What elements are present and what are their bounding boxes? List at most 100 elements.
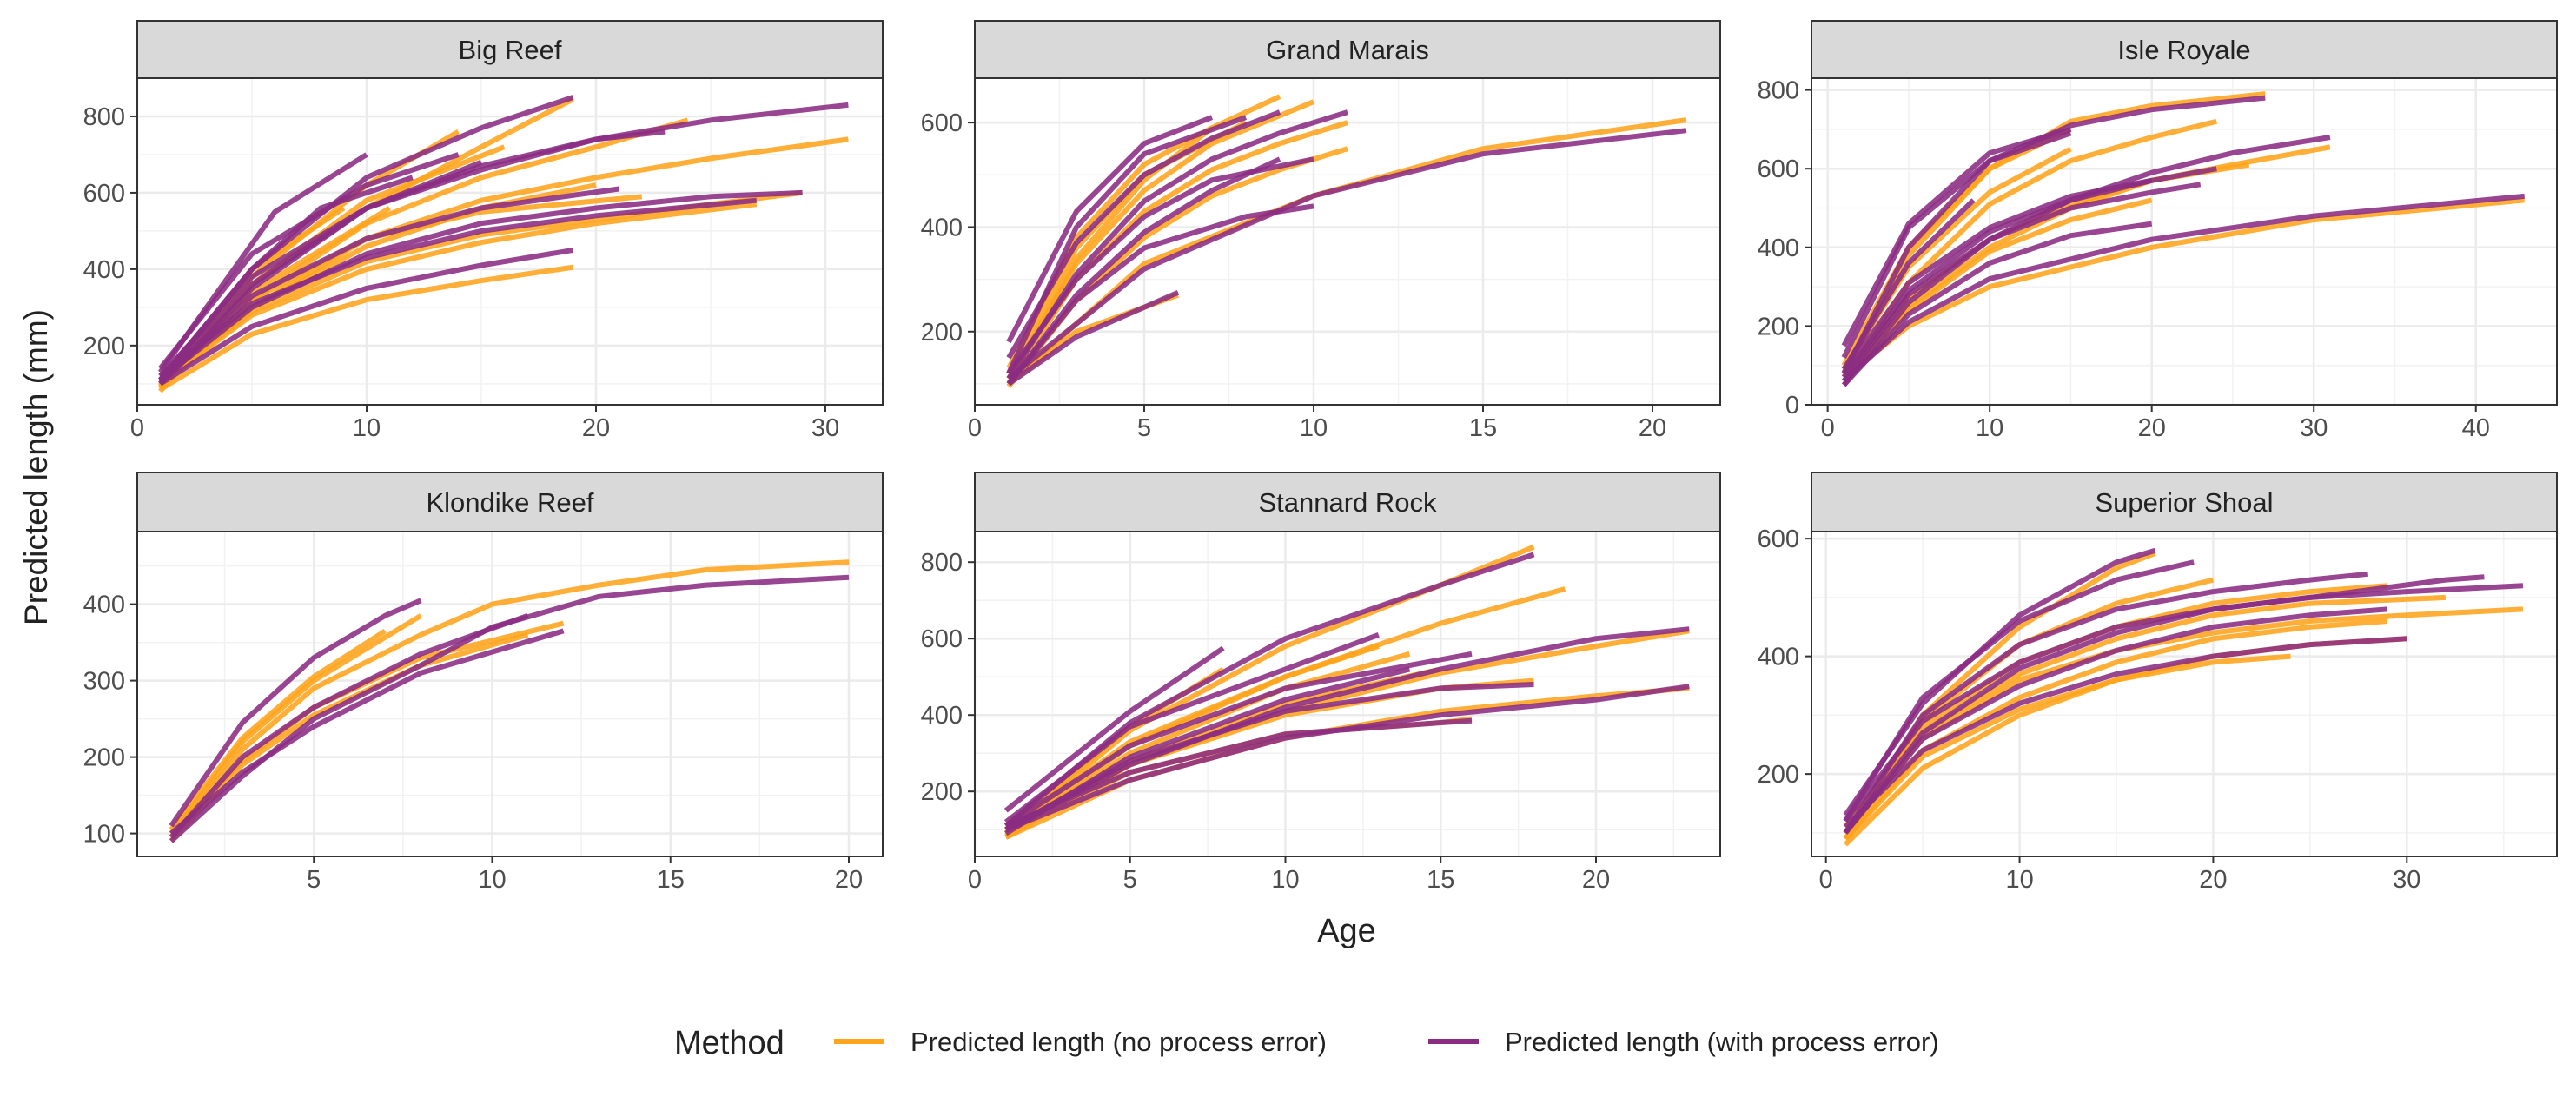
panel-grand-marais-y-tick-label: 400 [921, 214, 963, 241]
panel-superior-shoal-x-tick-label: 20 [2199, 866, 2227, 894]
panel-grand-marais-title: Grand Marais [1266, 35, 1429, 65]
panel-klondike-reef-y-tick-label: 200 [83, 744, 125, 772]
panel-klondike-reef-series-line-with-error [169, 628, 565, 836]
panel-grand-marais-series-line-with-error [1007, 289, 1180, 387]
panel-isle-royale-border [1811, 77, 2558, 406]
panel-grand-marais-series-line-no-error [1006, 99, 1315, 380]
panel-superior-shoal-x-tick-label: 30 [2393, 866, 2420, 894]
panel-isle-royale-x-tick-label: 40 [2462, 414, 2490, 442]
panel-big-reef-series-line-with-error [158, 247, 574, 387]
panel-big-reef-y-tick-label: 200 [83, 333, 125, 360]
panel-isle-royale-y-tick-label: 600 [1758, 155, 1799, 183]
panel-isle-royale-y-tick-label: 400 [1758, 235, 1799, 262]
panel-stannard-rock-x-tick-label: 15 [1427, 866, 1454, 894]
panel-big-reef-series-line-with-error [158, 189, 803, 382]
panel-grand-marais-x-tick-label: 5 [1137, 414, 1151, 442]
panel-isle-royale-y-tick-label: 0 [1785, 392, 1799, 420]
panel-klondike-reef-x-tick-label: 20 [835, 866, 863, 894]
panel-big-reef-series-line-with-error [158, 159, 483, 384]
panel-klondike-reef-border [136, 531, 884, 857]
panel-big-reef-x-tick-label: 20 [582, 414, 610, 442]
panel-big-reef-x-tick-label: 10 [353, 414, 381, 442]
panel-stannard-rock-y-tick-label: 600 [921, 625, 963, 653]
panel-klondike-reef-x-tick-label: 15 [657, 866, 685, 894]
panel-isle-royale-y-tick-label: 800 [1758, 77, 1799, 105]
panel-superior-shoal-series-line-with-error [1843, 606, 2388, 835]
panel-klondike-reef-title: Klondike Reef [426, 487, 593, 518]
panel-stannard-rock-x-tick-label: 10 [1271, 866, 1299, 894]
panel-big-reef-x-tick-label: 30 [811, 414, 839, 442]
panel-klondike-reef-series-line-no-error [169, 628, 387, 832]
panel-isle-royale-title: Isle Royale [2117, 35, 2250, 65]
panel-klondike-reef-background [137, 532, 883, 856]
panel-stannard-rock-strip [974, 472, 1721, 532]
panel-superior-shoal-y-tick-label: 200 [1758, 761, 1799, 789]
panel-big-reef-series-line-with-error [158, 129, 666, 379]
panel-stannard-rock-series-line-with-error [1004, 717, 1473, 829]
panel-isle-royale-x-tick-label: 30 [2300, 414, 2328, 442]
panel-big-reef-border [136, 77, 884, 406]
panel-isle-royale-x-tick-label: 20 [2138, 414, 2166, 442]
panel-big-reef-background [137, 78, 883, 405]
panel-stannard-rock-border [974, 531, 1721, 857]
panel-grand-marais-series-line-with-error [1006, 115, 1214, 344]
panel-superior-shoal-series-line-with-error [1843, 574, 2485, 835]
panel-big-reef-y-tick-label: 600 [83, 180, 125, 208]
panel-stannard-rock-y-tick-label: 800 [921, 549, 963, 577]
panel-superior-shoal-series-line-with-error [1843, 559, 2195, 823]
panel-stannard-rock-series-line-with-error [1004, 651, 1473, 829]
panel-superior-shoal-series-line-no-error [1843, 653, 2291, 841]
panel-isle-royale-x-tick-label: 10 [1976, 414, 2003, 442]
panel-superior-shoal-series-line-with-error [1843, 636, 2407, 829]
panel-isle-royale-series-line-with-error [1841, 130, 2072, 359]
panel-big-reef-series-line-no-error [158, 264, 574, 392]
panel-stannard-rock-title: Stannard Rock [1258, 487, 1437, 518]
legend-title: Method [674, 1025, 785, 1061]
panel-klondike-reef-series-line-with-error [169, 598, 422, 828]
legend-label-no-error: Predicted length (no process error) [911, 1027, 1327, 1057]
panel-superior-shoal-strip [1811, 472, 2558, 532]
panel-grand-marais-border [974, 77, 1721, 406]
panel-klondike-reef-series-line-no-error [169, 559, 850, 839]
panel-big-reef-series-line-no-error [158, 202, 758, 387]
panel-superior-shoal-x-tick-label: 10 [2005, 866, 2033, 894]
panel-superior-shoal-border [1811, 531, 2558, 857]
panel-isle-royale-x-tick-label: 0 [1821, 414, 1835, 442]
panel-stannard-rock-series-line-with-error [1004, 666, 1411, 836]
panel-stannard-rock-series-line-with-error [1003, 631, 1380, 824]
panel-grand-marais-background [975, 78, 1720, 405]
panel-superior-shoal-title: Superior Shoal [2095, 487, 2273, 518]
panel-isle-royale-series-line-with-error [1842, 193, 2525, 384]
panel-klondike-reef-y-tick-label: 400 [83, 592, 125, 619]
panel-isle-royale-y-tick-label: 200 [1758, 313, 1799, 340]
legend-label-with-error: Predicted length (with process error) [1505, 1027, 1939, 1057]
panel-big-reef-series-line-with-error [158, 175, 414, 382]
panel-klondike-reef-series-line-with-error [169, 612, 529, 839]
panel-superior-shoal-series-line-with-error [1843, 583, 2524, 823]
panel-stannard-rock-x-tick-label: 5 [1123, 866, 1137, 894]
panel-grand-marais-y-tick-label: 200 [921, 319, 963, 347]
panel-superior-shoal-x-tick-label: 0 [1819, 866, 1833, 894]
panel-klondike-reef-y-tick-label: 300 [83, 668, 125, 696]
panel-grand-marais-x-tick-label: 0 [968, 414, 982, 442]
panel-grand-marais-strip [974, 20, 1721, 79]
panel-isle-royale-series-line-with-error [1841, 127, 2072, 347]
panel-isle-royale-series-line-with-error [1842, 221, 2153, 387]
panel-isle-royale-series-line-with-error [1841, 198, 1976, 371]
panel-isle-royale-strip [1811, 20, 2558, 79]
panel-big-reef-y-tick-label: 800 [83, 103, 125, 131]
panel-stannard-rock-y-tick-label: 200 [921, 778, 963, 806]
panel-stannard-rock-series-line-with-error [1003, 645, 1225, 813]
panel-grand-marais-x-tick-label: 20 [1639, 414, 1666, 442]
panel-stannard-rock-series-line-with-error [1004, 626, 1690, 832]
panel-grand-marais-series-line-with-error [1006, 109, 1281, 360]
panel-grand-marais-series-line-with-error [1007, 128, 1687, 381]
x-axis-title: Age [1317, 913, 1376, 949]
panel-klondike-reef-y-tick-label: 100 [83, 821, 125, 849]
panel-superior-shoal-y-tick-label: 600 [1758, 525, 1799, 553]
panel-big-reef-series-line-with-error [158, 152, 460, 371]
panel-big-reef-strip [136, 20, 884, 79]
panel-klondike-reef-x-tick-label: 10 [478, 866, 506, 894]
